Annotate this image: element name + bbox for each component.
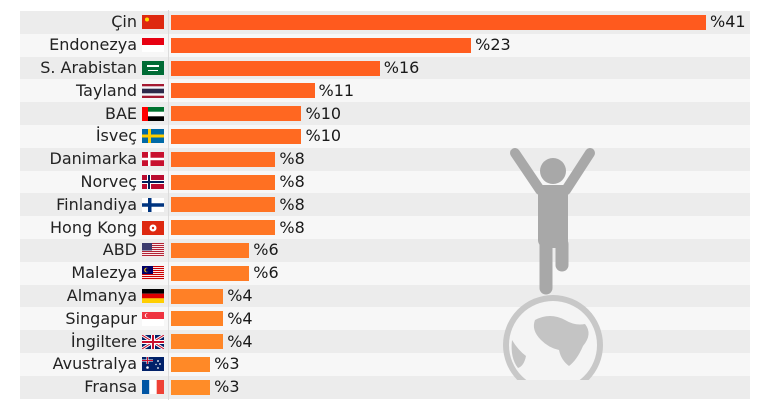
category-label: BAE bbox=[104, 103, 137, 123]
china-flag-icon bbox=[142, 15, 164, 30]
value-label: %10 bbox=[305, 103, 342, 123]
uae-flag-icon bbox=[142, 106, 164, 121]
category-label: Çin bbox=[111, 12, 137, 32]
value-label: %41 bbox=[710, 12, 746, 32]
value-label: %4 bbox=[227, 286, 253, 305]
category-label: Malezya bbox=[71, 263, 137, 283]
bar bbox=[171, 83, 315, 99]
bar bbox=[171, 265, 250, 281]
bar bbox=[171, 334, 224, 350]
value-label: %4 bbox=[227, 308, 253, 328]
category-label: Avustralya bbox=[52, 354, 137, 374]
value-label: %4 bbox=[227, 331, 253, 351]
value-label: %8 bbox=[279, 149, 305, 169]
france-flag-icon bbox=[142, 380, 164, 395]
uk-flag-icon bbox=[142, 334, 164, 349]
norway-flag-icon bbox=[142, 175, 164, 189]
value-label: %3 bbox=[214, 354, 240, 374]
category-label: ABD bbox=[102, 240, 137, 260]
finland-flag-icon bbox=[142, 197, 164, 212]
category-label: Tayland bbox=[76, 80, 137, 100]
bar bbox=[171, 288, 224, 304]
hong-kong-flag-icon bbox=[142, 220, 164, 235]
value-label: %11 bbox=[318, 80, 355, 100]
malaysia-flag-icon bbox=[142, 266, 164, 281]
bar bbox=[171, 60, 380, 76]
category-label: Almanya bbox=[66, 286, 137, 305]
bar bbox=[171, 220, 276, 236]
category-label: Norveç bbox=[80, 172, 137, 191]
person-on-globe-icon bbox=[503, 148, 603, 380]
indonesia-flag-icon bbox=[142, 38, 164, 53]
value-label: %6 bbox=[253, 240, 279, 260]
bar bbox=[171, 356, 211, 372]
category-label: S. Arabistan bbox=[40, 58, 137, 77]
thailand-flag-icon bbox=[142, 83, 164, 98]
sweden-flag-icon bbox=[142, 129, 164, 144]
value-label: %16 bbox=[383, 58, 420, 77]
denmark-flag-icon bbox=[142, 152, 164, 167]
value-label: %10 bbox=[305, 126, 342, 146]
bar bbox=[171, 242, 250, 258]
bar bbox=[171, 128, 302, 144]
usa-flag-icon bbox=[142, 243, 164, 258]
bar bbox=[171, 311, 224, 327]
value-label: %3 bbox=[214, 377, 240, 397]
category-label: Hong Kong bbox=[50, 217, 137, 237]
bar bbox=[171, 197, 276, 213]
australia-flag-icon bbox=[142, 357, 164, 372]
value-label: %6 bbox=[253, 263, 279, 283]
category-label: İngiltere bbox=[70, 331, 137, 351]
singapore-flag-icon bbox=[142, 311, 164, 326]
category-label: Fransa bbox=[84, 377, 137, 397]
bar bbox=[171, 151, 276, 167]
category-label: Finlandiya bbox=[56, 194, 137, 214]
category-label: İsveç bbox=[95, 126, 137, 146]
bar bbox=[171, 174, 276, 190]
value-label: %8 bbox=[279, 194, 305, 214]
germany-flag-icon bbox=[142, 289, 164, 303]
category-label: Singapur bbox=[65, 308, 137, 328]
category-label: Endonezya bbox=[49, 35, 137, 55]
value-label: %23 bbox=[475, 35, 511, 55]
bar bbox=[171, 106, 302, 122]
axis-divider bbox=[168, 10, 169, 400]
value-label: %8 bbox=[279, 172, 305, 191]
value-label: %8 bbox=[279, 217, 305, 237]
category-label: Danimarka bbox=[49, 149, 137, 169]
saudi-arabia-flag-icon bbox=[142, 61, 164, 75]
bar bbox=[171, 14, 706, 30]
bar bbox=[171, 37, 472, 53]
bar bbox=[171, 379, 211, 395]
